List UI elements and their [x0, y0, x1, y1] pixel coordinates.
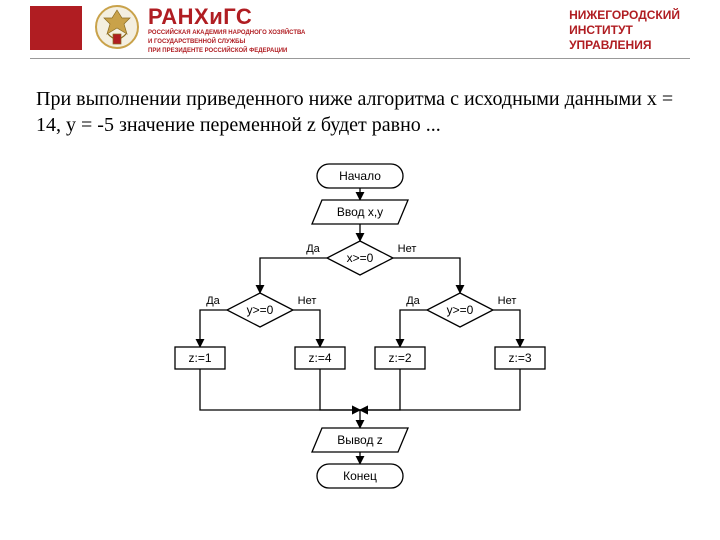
- svg-text:z:=2: z:=2: [388, 351, 411, 365]
- svg-text:z:=1: z:=1: [188, 351, 211, 365]
- header: РАНХиГС РОССИЙСКАЯ АКАДЕМИЯ НАРОДНОГО ХО…: [0, 0, 720, 60]
- institute-line-1: НИЖЕГОРОДСКИЙ: [569, 8, 680, 23]
- institute-name: НИЖЕГОРОДСКИЙ ИНСТИТУТ УПРАВЛЕНИЯ: [569, 8, 680, 53]
- logo-sub-1: РОССИЙСКАЯ АКАДЕМИЯ НАРОДНОГО ХОЗЯЙСТВА: [148, 30, 368, 37]
- svg-text:Нет: Нет: [498, 295, 517, 307]
- svg-text:y>=0: y>=0: [447, 303, 474, 317]
- header-separator: [30, 58, 690, 59]
- svg-text:x>=0: x>=0: [347, 251, 374, 265]
- svg-text:Да: Да: [206, 295, 220, 307]
- flowchart: Да Нет Да Нет Да Нет Начало Ввод x,y x>=0 y>=0 y>=…: [160, 158, 560, 518]
- svg-text:Начало: Начало: [339, 169, 381, 183]
- emblem-icon: [94, 4, 140, 50]
- svg-text:Нет: Нет: [398, 243, 417, 255]
- svg-text:y>=0: y>=0: [247, 303, 274, 317]
- svg-text:Конец: Конец: [343, 469, 377, 483]
- logo-sub-3: ПРИ ПРЕЗИДЕНТЕ РОССИЙСКОЙ ФЕДЕРАЦИИ: [148, 48, 368, 55]
- flowchart-svg: Да Нет Да Нет Да Нет Начало Ввод x,y x>=0 y>=0 y>=…: [160, 158, 560, 518]
- question-text: При выполнении приведенного ниже алгорит…: [36, 86, 684, 138]
- institute-line-2: ИНСТИТУТ: [569, 23, 680, 38]
- institute-line-3: УПРАВЛЕНИЯ: [569, 38, 680, 53]
- svg-text:Вывод z: Вывод z: [337, 433, 383, 447]
- logo-red-block: [30, 6, 82, 50]
- logo-sub-2: И ГОСУДАРСТВЕННОЙ СЛУЖБЫ: [148, 39, 368, 46]
- svg-text:z:=3: z:=3: [508, 351, 531, 365]
- svg-text:Да: Да: [406, 295, 420, 307]
- svg-text:Ввод x,y: Ввод x,y: [337, 205, 383, 219]
- svg-text:Да: Да: [306, 243, 320, 255]
- svg-text:Нет: Нет: [298, 295, 317, 307]
- logo-text: РАНХиГС РОССИЙСКАЯ АКАДЕМИЯ НАРОДНОГО ХО…: [148, 6, 368, 55]
- svg-text:z:=4: z:=4: [308, 351, 331, 365]
- logo-acronym: РАНХиГС: [148, 6, 368, 28]
